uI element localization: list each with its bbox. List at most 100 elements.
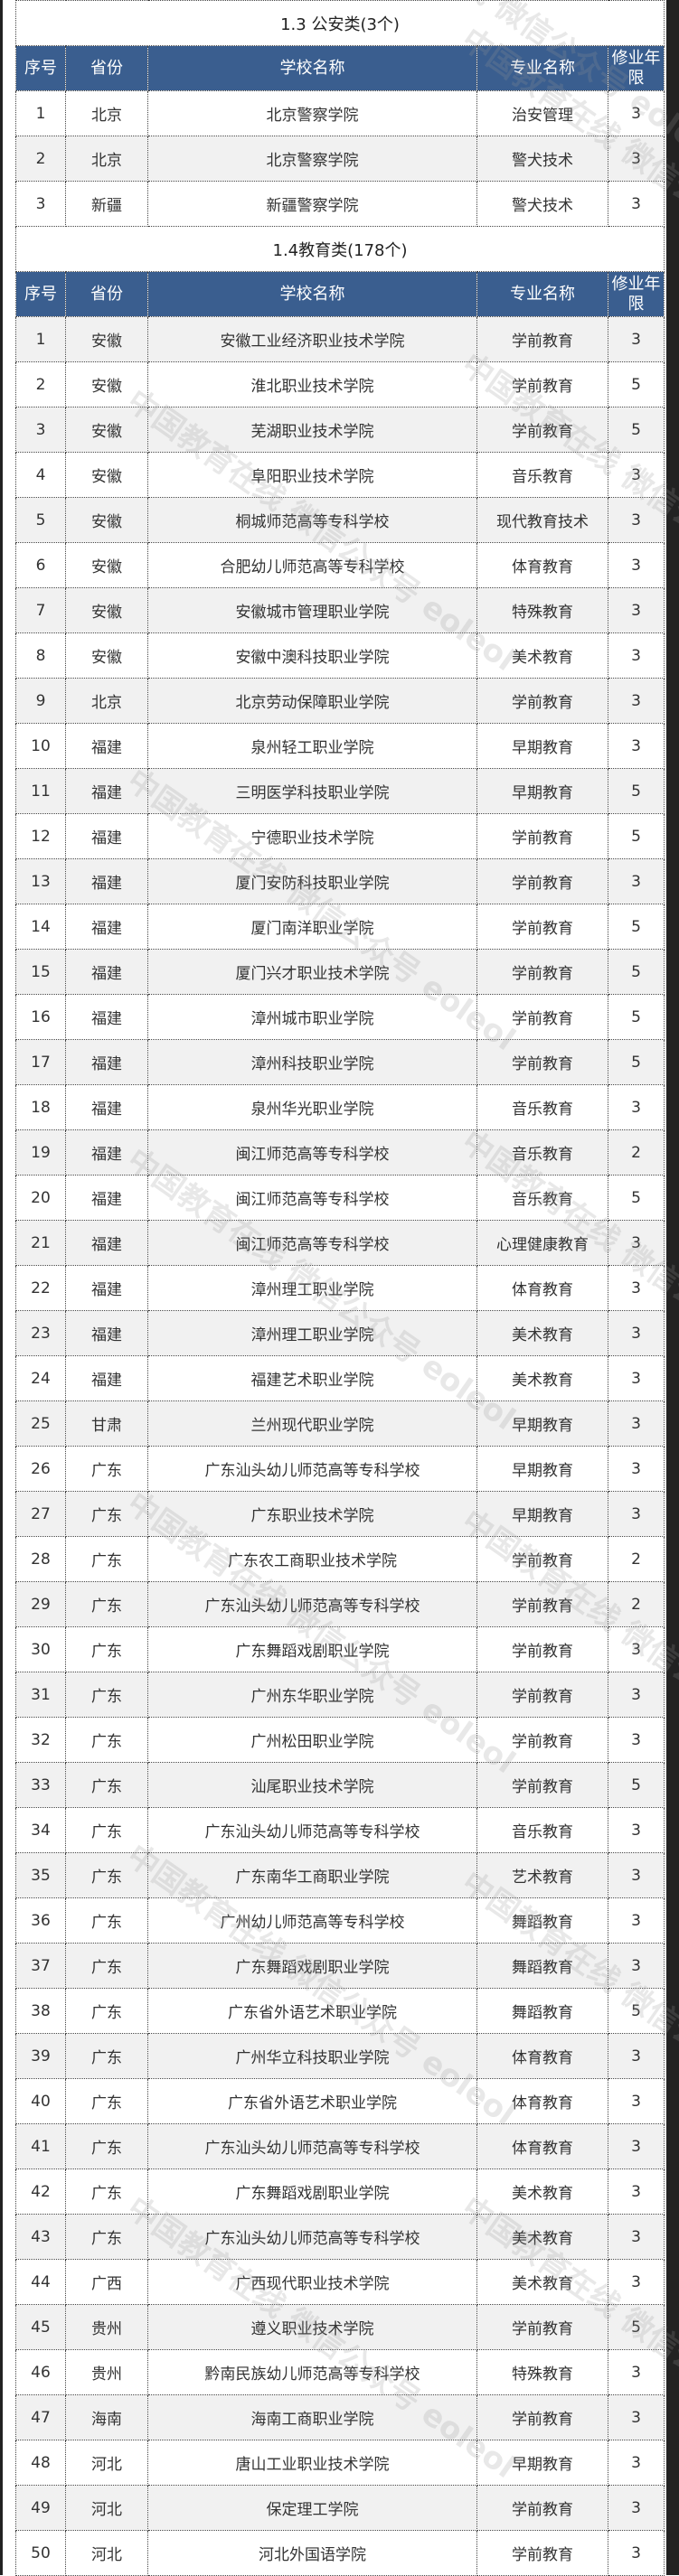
school-name-cell: 闽江师范高等专科学校 (147, 1220, 477, 1266)
province-cell: 安徽 (65, 316, 148, 362)
column-header-major-name: 专业名称 (476, 271, 608, 317)
study-years-cell: 3 (607, 2530, 665, 2576)
column-header-province: 省份 (65, 271, 148, 317)
table-row: 2 北京 北京警察学院 警犬技术 3 (15, 136, 665, 182)
province-cell: 贵州 (65, 2349, 148, 2395)
row-number-cell: 30 (15, 1626, 66, 1672)
row-number-cell: 35 (15, 1852, 66, 1898)
school-name-cell: 福建艺术职业学院 (147, 1355, 477, 1401)
row-number-cell: 15 (15, 949, 66, 995)
table-row: 48 河北 唐山工业职业技术学院 早期教育 3 (15, 2440, 665, 2486)
study-years-cell: 3 (607, 1310, 665, 1356)
school-name-cell: 合肥幼儿师范高等专科学校 (147, 542, 477, 588)
row-number-cell: 5 (15, 497, 66, 543)
province-cell: 广东 (65, 1446, 148, 1492)
study-years-cell: 3 (607, 632, 665, 679)
province-cell: 安徽 (65, 632, 148, 679)
school-name-cell: 漳州科技职业学院 (147, 1039, 477, 1085)
major-name-cell: 学前教育 (476, 813, 608, 859)
school-name-cell: 厦门南洋职业学院 (147, 904, 477, 950)
table-row: 49 河北 保定理工学院 学前教育 3 (15, 2485, 665, 2531)
province-cell: 广东 (65, 1807, 148, 1853)
major-name-cell: 学前教育 (476, 949, 608, 995)
province-cell: 福建 (65, 1129, 148, 1176)
study-years-cell: 3 (607, 1265, 665, 1311)
table-row: 17 福建 漳州科技职业学院 学前教育 5 (15, 1039, 665, 1085)
table-row: 1 北京 北京警察学院 治安管理 3 (15, 90, 665, 136)
study-years-cell: 3 (607, 90, 665, 136)
table-row: 41 广东 广东汕头幼儿师范高等专科学校 体育教育 3 (15, 2123, 665, 2169)
major-name-cell: 治安管理 (476, 90, 608, 136)
study-years-cell: 3 (607, 1672, 665, 1718)
school-name-cell: 阜阳职业技术学院 (147, 452, 477, 498)
row-number-cell: 25 (15, 1400, 66, 1447)
row-number-cell: 26 (15, 1446, 66, 1492)
major-name-cell: 学前教育 (476, 1626, 608, 1672)
row-number-cell: 9 (15, 678, 66, 724)
table-row: 1 安徽 安徽工业经济职业技术学院 学前教育 3 (15, 316, 665, 362)
study-years-cell: 5 (607, 407, 665, 453)
school-name-cell: 广东省外语艺术职业学院 (147, 2078, 477, 2124)
row-number-cell: 31 (15, 1672, 66, 1718)
row-number-cell: 40 (15, 2078, 66, 2124)
row-number-cell: 1 (15, 316, 66, 362)
row-number-cell: 34 (15, 1807, 66, 1853)
major-name-cell: 音乐教育 (476, 1129, 608, 1176)
table-row: 7 安徽 安徽城市管理职业学院 特殊教育 3 (15, 587, 665, 633)
study-years-cell: 5 (607, 2304, 665, 2350)
study-years-cell: 3 (607, 1491, 665, 1537)
table-row: 23 福建 漳州理工职业学院 美术教育 3 (15, 1310, 665, 1356)
table-row: 47 海南 海南工商职业学院 学前教育 3 (15, 2394, 665, 2440)
study-years-cell: 5 (607, 1762, 665, 1808)
study-years-cell: 2 (607, 1129, 665, 1176)
school-name-cell: 广东舞蹈戏剧职业学院 (147, 1943, 477, 1989)
school-name-cell: 广州松田职业学院 (147, 1717, 477, 1763)
section-title: 1.4教育类(178个) (14, 226, 665, 272)
province-cell: 甘肃 (65, 1400, 148, 1447)
province-cell: 海南 (65, 2394, 148, 2440)
section-title-row: 1.3 公安类(3个) (14, 0, 665, 46)
row-number-cell: 21 (15, 1220, 66, 1266)
school-name-cell: 泉州华光职业学院 (147, 1084, 477, 1130)
study-years-cell: 5 (607, 904, 665, 950)
school-name-cell: 广东职业技术学院 (147, 1491, 477, 1537)
study-years-cell: 5 (607, 361, 665, 407)
province-cell: 福建 (65, 1265, 148, 1311)
school-name-cell: 河北外国语学院 (147, 2530, 477, 2576)
major-name-cell: 体育教育 (476, 542, 608, 588)
major-name-cell: 学前教育 (476, 1536, 608, 1582)
school-name-cell: 广州幼儿师范高等专科学校 (147, 1897, 477, 1944)
major-name-cell: 美术教育 (476, 1310, 608, 1356)
row-number-cell: 29 (15, 1581, 66, 1627)
study-years-cell: 3 (607, 2349, 665, 2395)
study-years-cell: 3 (607, 2440, 665, 2486)
study-years-cell: 5 (607, 994, 665, 1040)
table-row: 25 甘肃 兰州现代职业学院 早期教育 3 (15, 1400, 665, 1447)
section-title: 1.3 公安类(3个) (14, 0, 665, 46)
school-name-cell: 广东汕头幼儿师范高等专科学校 (147, 2123, 477, 2169)
school-name-cell: 泉州轻工职业学院 (147, 723, 477, 769)
row-number-cell: 36 (15, 1897, 66, 1944)
row-number-cell: 20 (15, 1175, 66, 1221)
province-cell: 福建 (65, 1084, 148, 1130)
major-name-cell: 音乐教育 (476, 1175, 608, 1221)
province-cell: 河北 (65, 2485, 148, 2531)
province-cell: 北京 (65, 678, 148, 724)
study-years-cell: 3 (607, 497, 665, 543)
study-years-cell: 5 (607, 949, 665, 995)
major-name-cell: 学前教育 (476, 678, 608, 724)
table-row: 38 广东 广东省外语艺术职业学院 舞蹈教育 5 (15, 1988, 665, 2034)
province-cell: 广东 (65, 2214, 148, 2260)
school-name-cell: 唐山工业职业技术学院 (147, 2440, 477, 2486)
study-years-cell: 3 (607, 1897, 665, 1944)
study-years-cell: 3 (607, 1943, 665, 1989)
school-name-cell: 漳州理工职业学院 (147, 1265, 477, 1311)
province-cell: 福建 (65, 949, 148, 995)
school-name-cell: 桐城师范高等专科学校 (147, 497, 477, 543)
province-cell: 福建 (65, 1355, 148, 1401)
province-cell: 福建 (65, 768, 148, 814)
major-name-cell: 体育教育 (476, 2078, 608, 2124)
study-years-cell: 3 (607, 1355, 665, 1401)
table-row: 15 福建 厦门兴才职业技术学院 学前教育 5 (15, 949, 665, 995)
column-header-row-number: 序号 (15, 271, 66, 317)
